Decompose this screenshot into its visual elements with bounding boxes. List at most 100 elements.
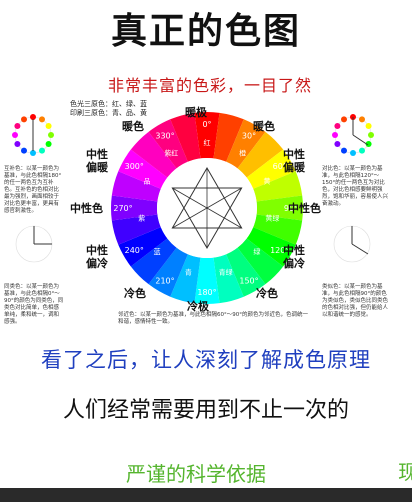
mini-color-dot: [48, 132, 54, 138]
mini-color-dot: [14, 141, 21, 147]
degree-label: 90°: [284, 204, 298, 213]
similar-mini-wheel: [333, 225, 371, 263]
wheel-segment: [256, 195, 303, 221]
mini-color-dot: [359, 116, 365, 123]
note-adjacent: 邻近色：以某一颜色为基准，与此色相隔60°～90°的颜色为邻近色，色调统一和谐，…: [118, 312, 308, 325]
label-neutral-cold-left: 中性 偏冷: [86, 244, 108, 270]
label-neutral-warm-left: 中性 偏暖: [86, 148, 108, 174]
segment-name: 青绿: [219, 267, 233, 276]
mini-color-dot: [39, 116, 45, 123]
mini-color-dot: [368, 132, 374, 138]
wheel-segment: [111, 171, 161, 202]
segment-name: 紫红: [164, 148, 178, 157]
wheel-segment: [170, 254, 201, 304]
segment-name: 绿: [253, 247, 260, 256]
wheel-segment: [246, 227, 296, 267]
label-neutral-warm-right: 中性 偏暖: [283, 148, 305, 174]
degree-label: 180°: [197, 288, 216, 297]
mini-color-dot: [334, 123, 341, 129]
mini-color-dot: [21, 147, 27, 154]
label-warm-extreme: 暖极: [185, 106, 207, 119]
poster-subtitle: 非常丰富的色彩，一目了然: [107, 76, 312, 95]
label-cold-extreme: 冷极: [187, 300, 209, 313]
mini-color-dot: [365, 123, 372, 129]
wheel-segment: [118, 149, 168, 189]
degree-label: 150°: [239, 277, 258, 286]
wheel-segment: [130, 131, 177, 178]
segment-name: 黄绿: [265, 213, 279, 222]
text-cut-off: 现: [398, 460, 412, 484]
segment-name: 橙: [239, 148, 246, 157]
wheel-segment: [148, 247, 188, 297]
degree-label: 120°: [270, 246, 289, 255]
mini-color-dot: [334, 141, 341, 147]
wheel-segment: [111, 214, 161, 245]
note-complementary: 互补色：以某一颜色为基准，与此色相隔180°的任一两色互为互补色。互补色的色相对…: [4, 166, 62, 214]
legend-print-primaries: 印刷三原色：青、品、黄: [70, 109, 147, 117]
segment-name: 红: [204, 138, 211, 147]
text-line-often-used: 人们经常需要用到不止一次的: [62, 398, 349, 423]
wheel-segment: [194, 257, 220, 304]
wheel-segment: [148, 119, 188, 169]
segment-name: 蓝: [154, 247, 161, 256]
text-line-scientific: 严谨的科学依据: [126, 462, 266, 486]
label-cold-right: 冷色: [256, 287, 278, 300]
mini-color-dot: [45, 123, 52, 129]
mini-color-dot: [350, 150, 356, 156]
wheel-segment: [253, 171, 303, 202]
wheel-segment: [237, 131, 284, 178]
mini-color-dot: [365, 141, 372, 147]
wheel-segment: [111, 195, 158, 221]
degree-label: 0°: [202, 120, 211, 129]
mini-color-dot: [341, 116, 347, 123]
wheel-segment: [170, 112, 201, 162]
wheel-segment: [213, 254, 244, 304]
degree-label: 60°: [273, 162, 287, 171]
label-neutral-cold-right: 中性 偏冷: [283, 244, 305, 270]
mini-color-dot: [30, 150, 36, 156]
wheel-segment: [226, 119, 266, 169]
label-neutral-left: 中性色: [70, 202, 103, 215]
label-neutral-right: 中性色: [288, 202, 321, 215]
mini-color-dot: [39, 147, 45, 154]
star-spoke: [206, 207, 242, 229]
wheel-segment: [237, 238, 284, 285]
label-warm-left: 暖色: [122, 120, 144, 133]
mini-color-dot: [359, 147, 365, 154]
segment-name: 品: [143, 178, 150, 186]
page-title: 真正的色图: [110, 10, 301, 52]
mini-color-dot: [12, 132, 18, 138]
label-cold-left: 冷色: [124, 287, 146, 300]
label-warm-right: 暖色: [253, 120, 275, 133]
degree-label: 300°: [125, 162, 144, 171]
analogous-mini-wheel: [15, 225, 53, 263]
note-similar: 类似色：以某一颜色为基准，与此色相隔90°的颜色为类似色，类似色比同类色的色相对…: [322, 284, 389, 318]
mini-color-dot: [45, 141, 52, 147]
mini-color-dot: [341, 147, 347, 154]
degree-label: 270°: [113, 204, 132, 213]
bottom-bar: [0, 488, 412, 502]
mini-color-dot: [21, 116, 27, 123]
wheel-segment: [130, 238, 177, 285]
text-line-understand: 看了之后，让人深刻了解成色原理: [41, 348, 371, 372]
wheel-segment: [246, 149, 296, 189]
star-spoke: [172, 207, 208, 229]
star-spoke: [206, 187, 242, 209]
degree-label: 240°: [125, 246, 144, 255]
wheel-segment: [118, 227, 168, 267]
degree-label: 210°: [155, 277, 174, 286]
degree-label: 30°: [242, 131, 256, 140]
note-analogous: 同类色：以某一颜色为基准，与此色相隔0°～90°的颜色为同类色，同类色对比简单，…: [4, 284, 64, 325]
segment-name: 青: [185, 267, 192, 276]
color-wheel: 0° 30° 60° 90° 120° 150° 180° 210° 240° 270° 300° 3…: [111, 112, 303, 304]
wheel-segment: [226, 247, 266, 297]
degree-label: 330°: [155, 131, 174, 140]
complementary-mini-wheel: [12, 114, 54, 156]
wheel-segment: [213, 112, 244, 162]
segment-name: 紫: [138, 214, 145, 222]
wheel-segment: [194, 112, 220, 159]
mini-color-dot: [332, 132, 338, 138]
note-contrast: 对比色：以某一颜色为基准，与此色相隔120°～150°的任一两色互为对比色，对比…: [322, 166, 389, 207]
star-spoke: [172, 187, 208, 209]
contrast-mini-wheel: [332, 114, 374, 156]
